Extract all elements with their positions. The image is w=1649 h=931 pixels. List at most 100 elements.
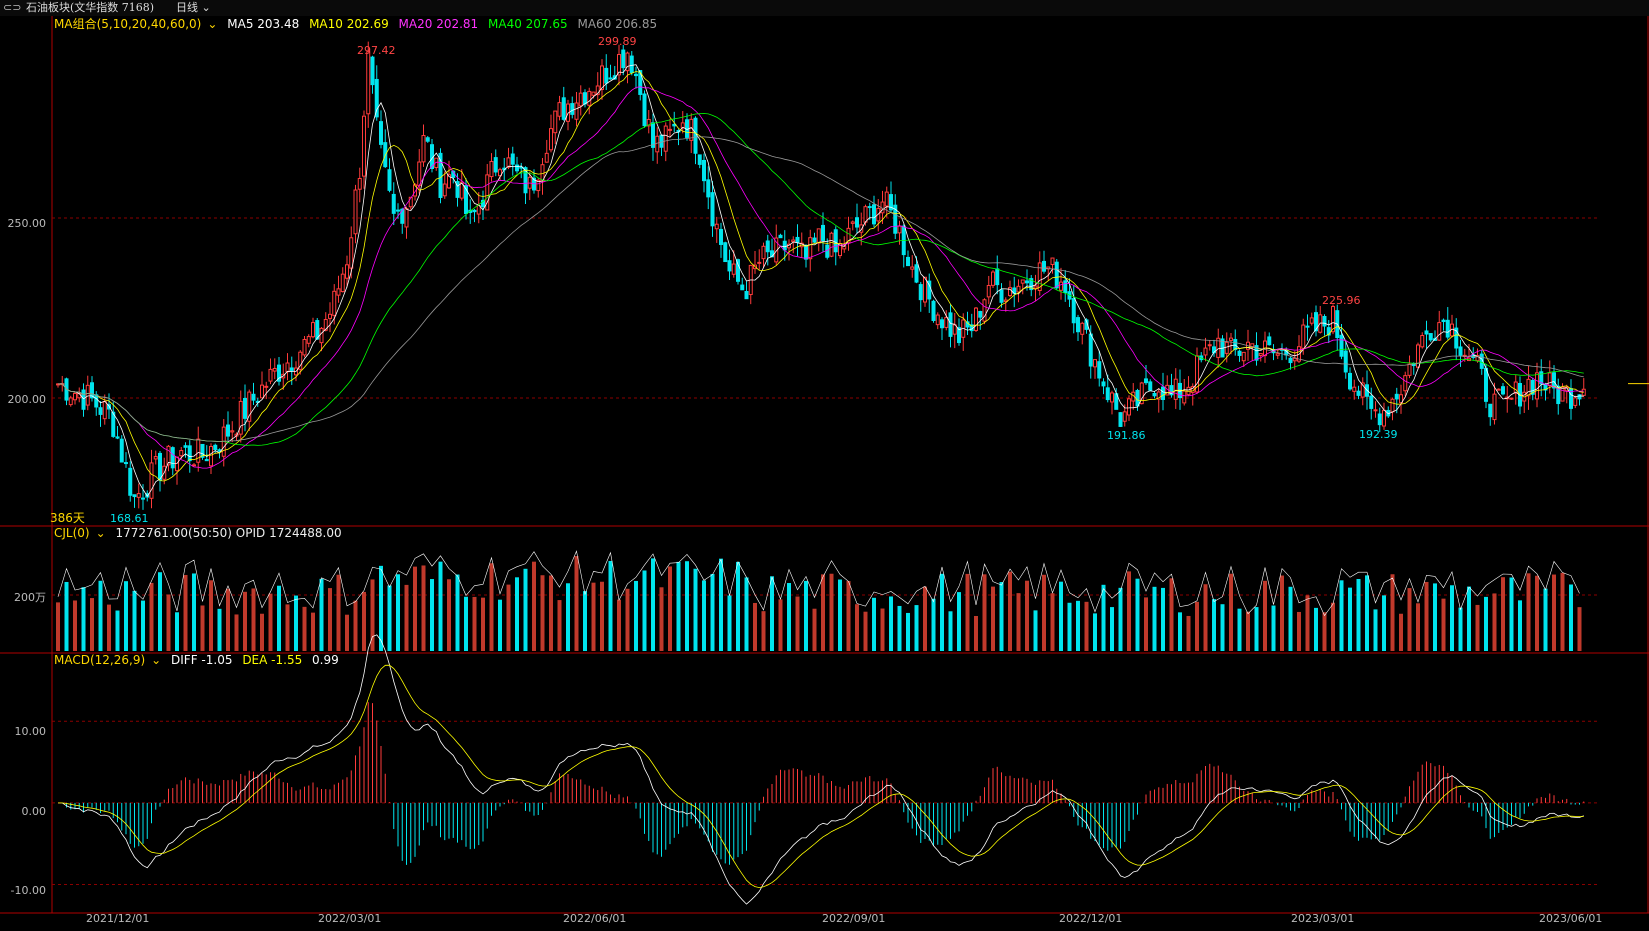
candle-body [1475, 355, 1480, 362]
candle-body [1144, 378, 1148, 384]
candle-body [141, 497, 145, 500]
candle-body [1076, 317, 1080, 333]
volume-bar [829, 573, 834, 651]
volume-bar [991, 586, 995, 651]
instrument-title[interactable]: 石油板块(文华指数 7168) [26, 1, 155, 14]
candle-body [761, 245, 766, 260]
candle-body [145, 493, 150, 498]
candle-body [455, 181, 460, 198]
candle-body [574, 102, 579, 120]
volume-bar [260, 613, 264, 651]
candle-body [1373, 409, 1378, 412]
candle-body [353, 189, 358, 235]
candle-body [1513, 381, 1518, 394]
volume-bar [1084, 601, 1089, 651]
candle-body [247, 391, 252, 422]
candle-body [1556, 385, 1561, 405]
volume-bar [1169, 578, 1174, 651]
period-selector[interactable]: 日线 ⌄ [176, 0, 211, 16]
candle-body [251, 393, 256, 401]
candle-body [243, 397, 247, 419]
volume-bar [608, 560, 613, 651]
candle-body [136, 493, 141, 498]
candle-body [986, 285, 991, 298]
candle-body [774, 237, 779, 263]
candle-body [982, 299, 987, 322]
candle-body [311, 322, 315, 338]
candle-body [404, 208, 409, 228]
candle-body [1539, 371, 1544, 385]
candle-body [1016, 285, 1021, 293]
candle-body [782, 240, 787, 251]
volume-bar [940, 573, 944, 651]
candle-body [1416, 344, 1420, 368]
chevron-down-icon[interactable]: ⌄ [95, 526, 106, 540]
volume-bar [294, 595, 298, 651]
candle-body [459, 181, 464, 199]
volume-bar [1526, 573, 1531, 651]
volume-bar [1322, 612, 1327, 651]
candle-body [1382, 409, 1386, 427]
link-icon[interactable]: ⊂⊃ [3, 1, 22, 14]
volume-bar [1467, 586, 1471, 651]
candle-body [408, 196, 413, 208]
volume-bar [1407, 588, 1412, 651]
candle-body [1377, 413, 1382, 426]
kline-chart[interactable] [0, 16, 1649, 931]
candle-body [187, 445, 192, 462]
candle-body [595, 85, 600, 96]
chevron-down-icon[interactable]: ⌄ [151, 653, 162, 667]
candle-body [1530, 379, 1535, 395]
candle-body [1403, 375, 1408, 392]
volume-bar [889, 596, 893, 651]
ma-legend-label[interactable]: MA组合(5,10,20,40,60,0) [54, 17, 202, 31]
volume-bar [1382, 595, 1386, 651]
candle-body [481, 199, 485, 208]
candle-body [863, 206, 868, 223]
candle-body [1390, 398, 1395, 413]
candle-body [153, 456, 158, 460]
candle-body [816, 228, 821, 244]
candle-body [1492, 393, 1497, 421]
candle-body [1369, 395, 1374, 409]
candle-body [855, 217, 859, 228]
volume-bar [234, 614, 239, 651]
candle-body [417, 161, 422, 187]
candle-body [1258, 353, 1263, 356]
volume-bar [1552, 574, 1556, 651]
volume-bar [787, 583, 791, 651]
volume-bar [897, 605, 902, 651]
candle-body [1564, 386, 1569, 392]
candle-body [1326, 327, 1331, 336]
volume-bar [855, 604, 859, 651]
candle-body [328, 313, 332, 319]
vol-legend-label[interactable]: CJL(0) [54, 526, 90, 540]
candle-body [923, 276, 927, 303]
candle-body [918, 284, 923, 301]
candle-body [1003, 299, 1008, 302]
volume-bar [107, 604, 111, 651]
candle-body [727, 260, 732, 272]
volume-bar [863, 611, 868, 651]
volume-bar [1501, 577, 1505, 651]
candle-body [1233, 338, 1238, 351]
period-label: 日线 [176, 1, 198, 14]
volume-bar [838, 579, 842, 651]
volume-bar [1331, 602, 1335, 651]
candle-body [1161, 386, 1165, 400]
candle-body [370, 56, 375, 86]
chevron-down-icon[interactable]: ⌄ [207, 17, 218, 31]
volume-bar [753, 602, 757, 651]
candle-body [94, 394, 99, 408]
volume-bar [1509, 577, 1514, 651]
macd-legend-label[interactable]: MACD(12,26,9) [54, 653, 146, 667]
candle-body [697, 154, 702, 165]
candle-body [608, 77, 613, 80]
candle-body [158, 452, 162, 481]
candle-body [1437, 322, 1442, 341]
volume-bar [1339, 580, 1344, 651]
candle-body [132, 494, 137, 498]
extreme-label: 168.61 [110, 512, 149, 525]
candle-body [306, 336, 311, 344]
candle-body [98, 407, 103, 415]
